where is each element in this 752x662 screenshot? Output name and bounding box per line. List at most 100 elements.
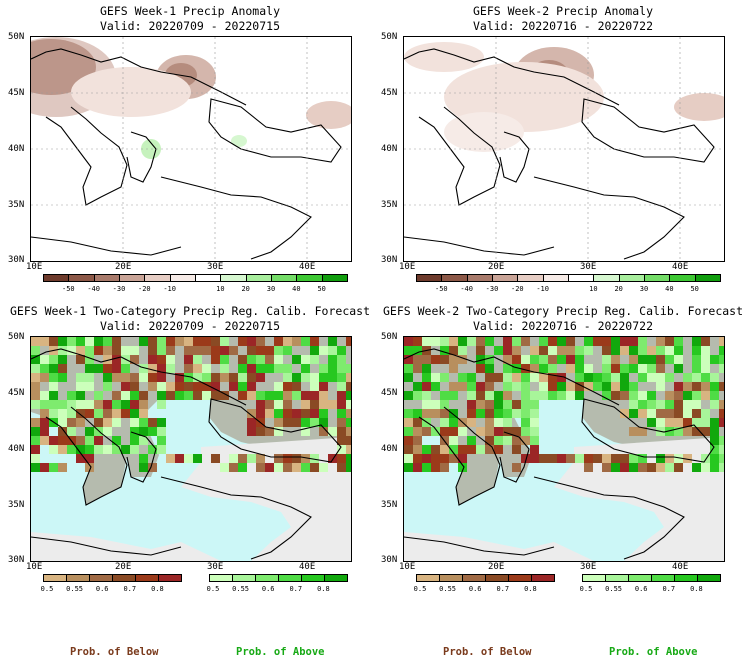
panel4-above-colorbar-tick-0: 0.5 (579, 585, 593, 593)
prob-cell (701, 382, 710, 391)
prob-cell (175, 382, 184, 391)
prob-cell (319, 346, 328, 355)
prob-cell (575, 346, 584, 355)
prob-cell (301, 400, 310, 409)
panel2-gridlines (404, 37, 724, 261)
prob-cell (202, 382, 211, 391)
panel4-above-colorbar-tick-1: 0.55 (605, 585, 623, 593)
prob-cell (40, 337, 49, 346)
panel4-lon-20e: 20E (488, 562, 505, 572)
prob-cell (58, 364, 67, 373)
prob-cell (94, 364, 103, 373)
prob-cell (620, 364, 629, 373)
panel1-valid: Valid: 20220709 - 20220715 (99, 19, 280, 33)
prob-cell (301, 427, 310, 436)
prob-cell (301, 337, 310, 346)
prob-cell (674, 463, 683, 472)
prob-cell (31, 436, 40, 445)
prob-cell (602, 355, 611, 364)
prob-cell (175, 391, 184, 400)
prob-cell (656, 355, 665, 364)
panel3-below-colorbar-tick-4: 0.8 (151, 585, 164, 593)
prob-cell (283, 409, 292, 418)
prob-cell (157, 355, 166, 364)
prob-cell (148, 373, 157, 382)
prob-cell (503, 427, 512, 436)
prob-cell (247, 364, 256, 373)
prob-cell (539, 391, 548, 400)
prob-cell (476, 427, 485, 436)
prob-cell (319, 409, 328, 418)
prob-cell (602, 337, 611, 346)
prob-cell (103, 364, 112, 373)
prob-cell (413, 364, 422, 373)
prob-cell (175, 454, 184, 463)
panel1-map (30, 36, 352, 262)
prob-cell (548, 391, 557, 400)
prob-cell (310, 355, 319, 364)
panel3-below-colorbar-cell-1 (66, 574, 90, 582)
prob-cell (494, 409, 503, 418)
panel3-below-colorbar-tick-3: 0.7 (123, 585, 137, 593)
prob-cell (40, 418, 49, 427)
panel3-above-colorbar: 0.5 0.55 0.6 0.7 0.8 (207, 574, 348, 594)
panel1-anomaly-colorbar-cell-2 (93, 274, 120, 282)
prob-cell (701, 463, 710, 472)
prob-cell (292, 463, 301, 472)
prob-cell (485, 409, 494, 418)
prob-cell (656, 337, 665, 346)
prob-cell (310, 391, 319, 400)
prob-cell (337, 382, 346, 391)
prob-cell (40, 355, 49, 364)
prob-cell (265, 427, 274, 436)
panel4-above-colorbar: 0.5 0.55 0.6 0.7 0.8 (579, 574, 721, 594)
panel3-lon-20e: 20E (115, 562, 132, 572)
prob-cell (346, 364, 351, 373)
prob-cell (512, 346, 521, 355)
prob-cell (656, 418, 665, 427)
prob-cell (130, 445, 139, 454)
prob-cell (458, 454, 467, 463)
prob-cell (413, 418, 422, 427)
prob-cell (440, 427, 449, 436)
prob-cell (422, 463, 431, 472)
prob-cell (431, 373, 440, 382)
panel4-map (403, 336, 725, 562)
prob-cell (485, 373, 494, 382)
prob-cell (85, 337, 94, 346)
prob-cell (85, 409, 94, 418)
panel2-anomaly-colorbar-cell-2 (466, 274, 493, 282)
prob-cell (467, 400, 476, 409)
panel3-title: GEFS Week-1 Two-Category Precip Reg. Cal… (9, 304, 371, 318)
prob-cell (103, 355, 112, 364)
prob-cell (319, 391, 328, 400)
panel2-lat-35n: 35N (381, 200, 398, 210)
prob-cell (130, 391, 139, 400)
prob-cell (458, 337, 467, 346)
panel4-above-colorbar-tick-2: 0.6 (634, 585, 648, 593)
prob-cell (548, 382, 557, 391)
prob-cell (103, 400, 112, 409)
prob-cell (575, 454, 584, 463)
prob-cell (719, 463, 724, 472)
prob-cell (503, 382, 512, 391)
prob-cell (602, 454, 611, 463)
prob-cell (265, 463, 274, 472)
prob-cell (719, 355, 724, 364)
prob-cell (346, 454, 351, 463)
prob-cell (319, 463, 328, 472)
prob-cell (211, 346, 220, 355)
prob-cell (220, 337, 229, 346)
prob-cell (103, 373, 112, 382)
panel1-title: GEFS Week-1 Precip Anomaly (99, 4, 280, 18)
prob-cell (440, 409, 449, 418)
prob-cell (440, 391, 449, 400)
prob-cell (701, 454, 710, 463)
prob-cell (139, 436, 148, 445)
prob-cell (656, 382, 665, 391)
panel1-anomaly-colorbar-cell-4 (144, 274, 171, 282)
prob-cell (121, 382, 130, 391)
prob-cell (166, 337, 175, 346)
prob-cell (413, 382, 422, 391)
prob-cell (85, 346, 94, 355)
